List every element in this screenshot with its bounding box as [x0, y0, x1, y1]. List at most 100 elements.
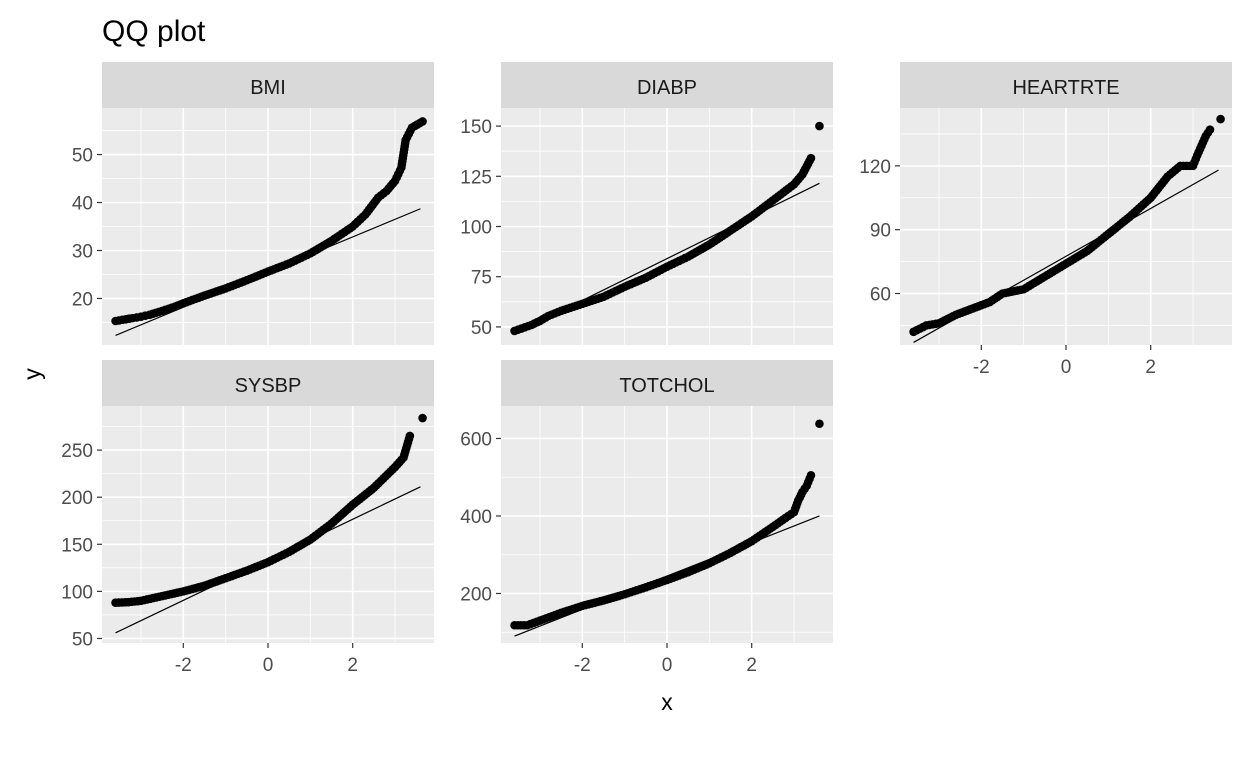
qq-point: [361, 210, 370, 219]
qq-point: [747, 212, 756, 221]
y-tick-label: 75: [471, 268, 492, 289]
strip-label-sysbp: SYSBP: [235, 375, 302, 397]
qq-point: [768, 522, 778, 532]
y-tick-label: 50: [471, 318, 492, 339]
qq-point: [170, 302, 180, 311]
qq-point: [200, 291, 209, 300]
marks-heartrte: [909, 114, 1225, 343]
qq-point: [793, 496, 803, 505]
x-tick-label: 2: [746, 655, 757, 676]
qq-point: [111, 598, 120, 607]
qq-point: [390, 176, 400, 186]
x-tick-label: -2: [574, 655, 591, 676]
qq-point: [815, 419, 824, 429]
y-tick-label: 20: [72, 289, 93, 310]
marks-totchol: [510, 419, 824, 637]
qq-point: [157, 591, 167, 601]
y-tick-label: 50: [72, 146, 93, 167]
panel-sysbp: SYSBP 50 100 150 200 250 -2 0 2: [61, 360, 434, 676]
qq-point: [401, 135, 410, 145]
strip-diabp: [501, 62, 833, 108]
qq-point: [921, 321, 931, 330]
qq-point: [407, 123, 417, 132]
qq-point: [510, 620, 519, 630]
qq-point: [221, 573, 230, 583]
panel-totchol: TOTCHOL 200 400 600 -2 0 2: [460, 360, 833, 676]
qq-point: [136, 312, 146, 321]
qq-point: [1201, 131, 1211, 141]
qq-point: [179, 298, 188, 308]
qq-point: [221, 284, 230, 293]
qq-point: [683, 567, 693, 577]
qq-point: [1061, 259, 1071, 269]
y-tick-label: 200: [61, 488, 93, 509]
qq-point: [145, 310, 154, 320]
strip-label-bmi: BMI: [250, 77, 286, 99]
qq-point: [641, 273, 651, 283]
y-tick-label: 50: [72, 629, 93, 650]
y-tick-label: 600: [460, 429, 492, 450]
qq-point: [1163, 172, 1172, 181]
qq-point: [382, 186, 391, 196]
qq-point: [522, 620, 532, 630]
x-tick-label: 0: [662, 655, 673, 676]
y-tick-label: 40: [72, 194, 93, 215]
qq-point: [806, 470, 816, 480]
qq-point: [620, 589, 629, 599]
qq-point: [535, 316, 545, 326]
qq-point: [1125, 212, 1134, 222]
qq-point: [705, 240, 714, 249]
qq-point: [599, 596, 608, 605]
qq-point: [662, 575, 672, 585]
qq-point: [284, 547, 294, 557]
qq-point: [263, 267, 273, 276]
qq-point: [348, 222, 357, 231]
qq-point: [123, 597, 133, 607]
qq-point: [373, 193, 383, 203]
strip-bmi: [102, 62, 434, 108]
x-tick-label: -2: [175, 655, 192, 676]
y-tick-label: 90: [870, 221, 891, 242]
grid-sysbp: [102, 406, 434, 643]
qq-point: [726, 226, 735, 235]
qq-point: [136, 596, 146, 606]
y-tick-label: 100: [460, 218, 492, 239]
qq-point: [909, 327, 918, 337]
qq-point: [1192, 150, 1202, 160]
qq-point: [789, 507, 799, 517]
qq-point: [527, 320, 536, 330]
strip-label-totchol: TOTCHOL: [619, 375, 714, 397]
strip-label-heartrte: HEARTRTE: [1012, 77, 1119, 99]
panel-diabp: DIABP 50 75 100 125 150: [460, 62, 833, 345]
qq-point: [578, 299, 587, 309]
qq-point: [985, 297, 995, 307]
qq-point: [284, 259, 294, 268]
marks-bmi: [111, 117, 427, 336]
y-tick-label: 100: [61, 582, 93, 603]
marks-sysbp: [111, 413, 427, 634]
qq-point: [620, 282, 629, 292]
qq-point: [535, 616, 545, 625]
qq-point: [726, 548, 735, 558]
qq-point: [327, 236, 336, 246]
qq-point: [934, 318, 944, 328]
qq-point: [399, 453, 408, 462]
qq-point: [242, 275, 252, 285]
y-tick-label: 150: [460, 117, 492, 138]
qq-point: [798, 169, 807, 179]
qq-point: [798, 487, 807, 497]
y-tick-label: 125: [460, 167, 492, 188]
x-tick-label: -2: [973, 357, 990, 378]
y-tick-label: 30: [72, 241, 93, 262]
qq-point: [157, 306, 167, 316]
qq-point: [556, 306, 566, 316]
grid-totchol: [501, 406, 833, 643]
qq-point: [968, 304, 978, 313]
qq-point: [306, 249, 315, 258]
qq-point: [951, 310, 961, 320]
qq-point: [768, 196, 778, 205]
qq-point: [200, 581, 209, 591]
y-tick-label: 200: [460, 584, 492, 605]
qq-point: [390, 462, 400, 472]
qq-point: [397, 163, 406, 172]
